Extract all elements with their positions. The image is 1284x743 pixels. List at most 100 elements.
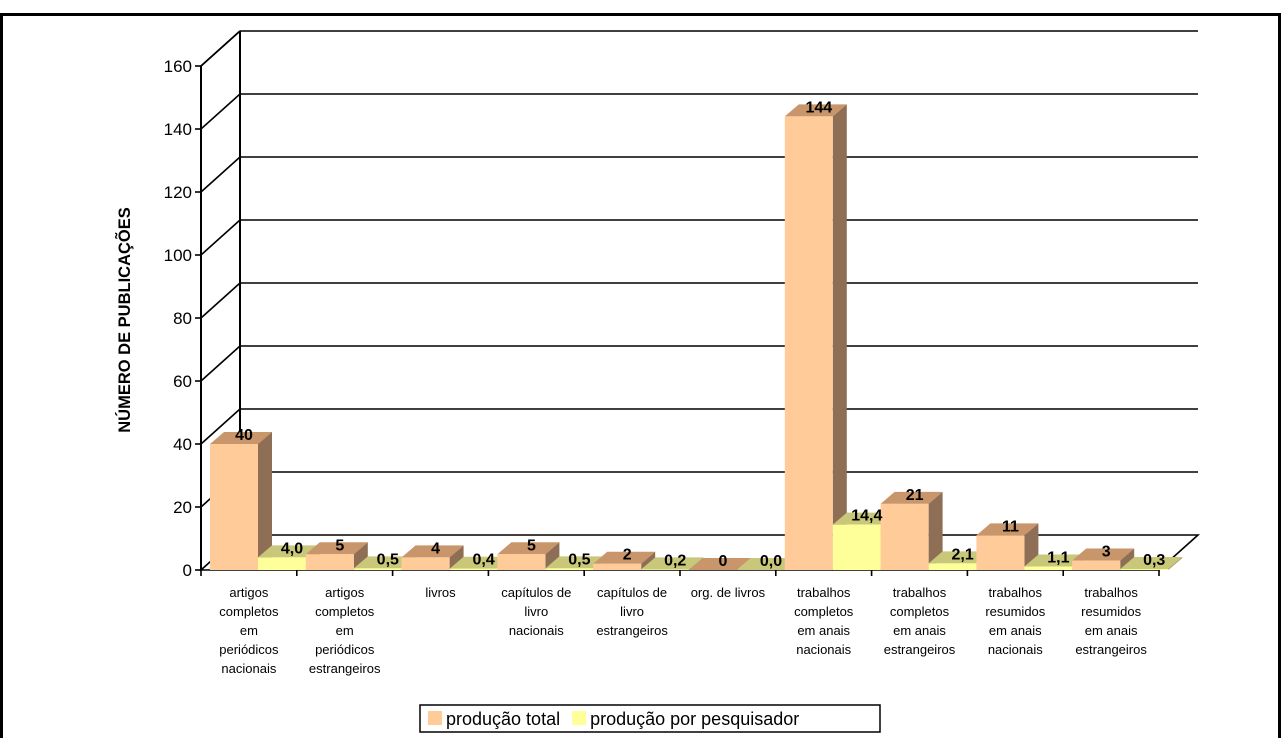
bar-total-9 (1072, 548, 1135, 570)
bar-top (353, 556, 416, 569)
bar-per-researcher-9 (1120, 557, 1183, 570)
bar-front (976, 535, 1025, 570)
bar-side (832, 104, 847, 571)
value-label-8-0: 11 (1002, 518, 1019, 535)
x-tick-label-line: periódicos (219, 642, 279, 657)
value-label-2-0: 4 (431, 540, 440, 557)
y-tick-label: 140 (164, 120, 192, 139)
bar-side (928, 491, 943, 570)
x-tick-label-line: livro (524, 604, 548, 619)
legend: produção total produção por pesquisador (419, 704, 881, 733)
x-tick-label-line: em anais (989, 623, 1042, 638)
bar-top (401, 545, 464, 558)
bar-total-3 (497, 542, 560, 570)
bar-top (258, 545, 320, 558)
bar-side (641, 551, 656, 570)
x-tick-label-line: org. de livros (691, 585, 766, 600)
value-label-9-1: 0,3 (1143, 552, 1165, 569)
bar-top (593, 551, 656, 564)
value-label-6-0: 144 (805, 99, 832, 116)
x-tick-label-7: trabalhos completos em anais estrangeiros (884, 585, 956, 657)
value-labels: 40 4,0 5 0,5 4 0,4 5 0,5 2 0,2 0 0,0 144 14,4 21 2,1 11 1… (235, 99, 1165, 570)
x-tick-label-line: artigos (229, 585, 269, 600)
x-tick-label-line: estrangeiros (309, 661, 381, 676)
value-label-0-1: 4,0 (281, 540, 303, 557)
bar-top (497, 542, 560, 555)
x-tick-label-8: trabalhos resumidos em anais nacionais (985, 585, 1045, 657)
bar-front (1072, 560, 1121, 570)
gridline-side (200, 282, 241, 319)
bar-front (497, 554, 546, 570)
x-tick-label-line: livros (425, 585, 456, 600)
bar-side (545, 542, 560, 570)
bar-total-4 (593, 551, 656, 570)
value-label-1-1: 0,5 (377, 551, 399, 568)
y-tick-label: 80 (173, 309, 192, 328)
x-tick-label-line: completos (794, 604, 854, 619)
bar-top (784, 104, 847, 117)
x-tick-label-line: resumidos (1081, 604, 1141, 619)
bar-total-7 (880, 491, 943, 570)
legend-label-1: produção por pesquisador (590, 709, 799, 729)
value-label-1-0: 5 (335, 537, 344, 554)
x-axis: artigos completos em periódicos nacionaisart… (200, 570, 1160, 676)
bar-front (928, 563, 977, 570)
x-tick-label-line: completos (890, 604, 950, 619)
x-tick-label-line: trabalhos (989, 585, 1043, 600)
value-label-0-0: 40 (235, 427, 253, 444)
bar-top (305, 542, 368, 555)
y-tick-label: 160 (164, 57, 192, 76)
x-tick-label-line: nacionais (221, 661, 276, 676)
legend-swatch-1 (572, 711, 587, 725)
gridline-side (200, 408, 241, 445)
bar-top (976, 523, 1039, 536)
bar-total-2 (401, 545, 464, 570)
bar-top (689, 558, 751, 570)
bar-top (1072, 548, 1135, 561)
bar-total-5 (689, 558, 751, 570)
x-tick-label-line: em (240, 623, 258, 638)
value-label-3-1: 0,5 (568, 551, 590, 568)
bar-front (545, 568, 594, 570)
bar-front (593, 563, 642, 570)
x-tick-label-line: livro (620, 604, 644, 619)
bar-top (449, 556, 512, 569)
x-tick-label-9: trabalhos resumidos em anais estrangeiros (1075, 585, 1147, 657)
x-tick-label-line: periódicos (315, 642, 375, 657)
legend-box (419, 704, 881, 733)
y-tick-label: 40 (173, 435, 192, 454)
x-tick-label-line: trabalhos (797, 585, 851, 600)
y-tick-label: 60 (173, 372, 192, 391)
x-tick-label-line: em anais (893, 623, 946, 638)
x-tick-label-line: capítulos de (597, 585, 667, 600)
y-tick-label: 100 (164, 246, 192, 265)
x-tick-label-line: resumidos (985, 604, 1045, 619)
bar-side (1168, 557, 1183, 570)
gridline-side (200, 345, 241, 382)
x-tick-label-3: capítulos de livro nacionais (501, 585, 571, 638)
x-tick-label-line: completos (219, 604, 279, 619)
bar-front (305, 554, 354, 570)
y-axis: 0 20 40 60 80 100 120 140 160 (164, 57, 201, 580)
x-tick-label-line: capítulos de (501, 585, 571, 600)
value-label-7-1: 2,1 (951, 546, 973, 563)
value-label-5-1: 0,0 (760, 553, 782, 570)
value-label-5-0: 0 (719, 553, 728, 570)
x-tick-label-line: em anais (797, 623, 850, 638)
y-tick-label: 0 (183, 561, 192, 580)
x-tick-label-line: nacionais (796, 642, 851, 657)
x-tick-label-6: trabalhos completos em anais nacionais (794, 585, 854, 657)
gridline-side (200, 219, 241, 256)
y-tick-label: 120 (164, 183, 192, 202)
bar-top (1120, 557, 1183, 570)
value-label-7-0: 21 (906, 487, 924, 504)
x-tick-label-1: artigos completos em periódicos estrangeiros (309, 585, 381, 676)
bar-total-1 (305, 542, 368, 570)
bar-front (1120, 569, 1169, 570)
bar-top (880, 491, 943, 504)
value-label-3-0: 5 (527, 537, 536, 554)
x-tick-label-line: trabalhos (893, 585, 947, 600)
bar-per-researcher-5 (737, 558, 799, 570)
value-label-8-1: 1,1 (1047, 550, 1069, 567)
